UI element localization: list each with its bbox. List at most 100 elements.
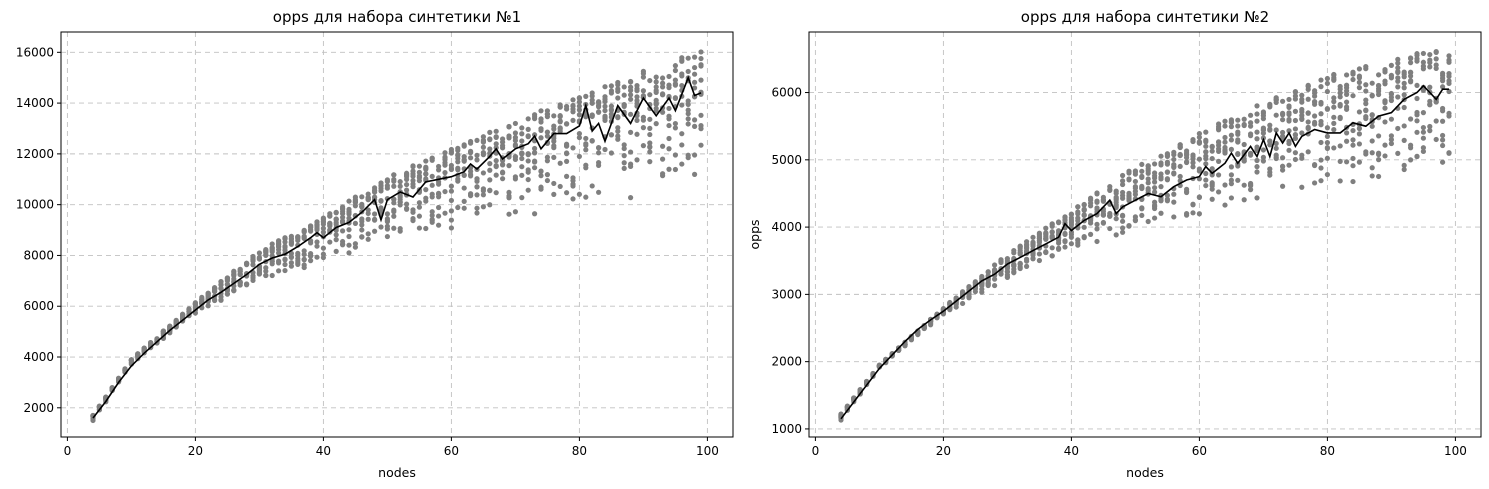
- scatter-point: [423, 225, 429, 232]
- scatter-point: [672, 77, 679, 83]
- scatter-point: [1241, 197, 1247, 203]
- scatter-point: [557, 104, 563, 110]
- scatter-point: [218, 297, 224, 303]
- scatter-point: [474, 192, 480, 198]
- scatter-point: [1280, 155, 1286, 161]
- scatter-point: [960, 300, 966, 307]
- scatter-point: [1088, 220, 1094, 226]
- scatter-point: [512, 130, 519, 136]
- scatter-point: [1248, 112, 1254, 118]
- scatter-point: [410, 177, 416, 184]
- scatter-point: [602, 96, 608, 102]
- scatter-point: [1299, 92, 1305, 98]
- scatter-point: [256, 271, 262, 277]
- scatter-point: [1120, 172, 1126, 179]
- scatter-point: [615, 79, 621, 86]
- scatter-point: [212, 287, 218, 293]
- scatter-point: [391, 183, 397, 189]
- scatter-point: [660, 143, 666, 149]
- scatter-point: [397, 225, 403, 232]
- scatter-point: [1056, 246, 1062, 252]
- scatter-point: [1004, 274, 1011, 280]
- scatter-point: [672, 95, 679, 101]
- scatter-point: [1369, 165, 1375, 171]
- scatter-point: [647, 149, 653, 155]
- scatter-point: [1004, 255, 1011, 262]
- scatter-point: [1433, 136, 1439, 143]
- scatter-point: [1177, 142, 1183, 148]
- scatter-point: [532, 114, 538, 120]
- scatter-point: [1171, 152, 1177, 158]
- scatter-point: [532, 211, 538, 217]
- scatter-point: [1132, 218, 1138, 224]
- scatter-point: [282, 267, 288, 274]
- scatter-point: [992, 276, 998, 282]
- scatter-point: [628, 163, 634, 170]
- scatter-point: [1337, 143, 1343, 149]
- scatter-point: [998, 271, 1004, 277]
- scatter-point: [1068, 215, 1074, 221]
- scatter-point: [1401, 69, 1407, 75]
- scatter-point: [1152, 173, 1158, 179]
- scatter-point: [1388, 72, 1394, 79]
- scatter-point: [1299, 99, 1305, 105]
- scatter-point: [442, 150, 448, 156]
- scatter-point: [525, 126, 531, 132]
- x-tick-label: 60: [444, 444, 459, 458]
- chart-panel-2: opps для набора синтетики №2 0 20 40 60 80 10…: [747, 8, 1482, 480]
- scatter-point: [1152, 161, 1158, 167]
- scatter-point: [1164, 196, 1170, 202]
- scatter-point: [1126, 176, 1132, 182]
- scatter-point: [1446, 150, 1452, 156]
- scatter-point: [551, 123, 557, 129]
- scatter-point: [608, 106, 615, 113]
- scatter-point: [346, 215, 352, 221]
- scatter-point: [596, 109, 602, 115]
- scatter-point: [218, 279, 224, 285]
- scatter-point: [1331, 120, 1337, 126]
- scatter-point: [346, 233, 352, 240]
- scatter-point: [692, 171, 698, 177]
- scatter-point: [564, 151, 570, 157]
- scatter-point: [1152, 215, 1158, 221]
- scatter-point: [557, 128, 563, 134]
- scatter-point: [589, 112, 595, 118]
- scatter-point: [487, 202, 493, 208]
- scatter-point: [1081, 206, 1087, 212]
- scatter-point: [1222, 182, 1228, 188]
- scatter-point: [320, 245, 326, 251]
- scatter-point: [1184, 159, 1190, 165]
- scatter-point: [685, 55, 691, 61]
- scatter-point: [1203, 177, 1209, 183]
- chart-1-grid: [61, 32, 733, 437]
- scatter-point: [576, 153, 583, 160]
- scatter-point: [628, 149, 634, 155]
- scatter-point: [1356, 131, 1362, 137]
- scatter-point: [250, 262, 256, 268]
- scatter-point: [1139, 174, 1145, 181]
- scatter-point: [250, 275, 256, 281]
- scatter-point: [295, 237, 301, 244]
- x-tick-label: 80: [572, 444, 587, 458]
- scatter-point: [525, 133, 531, 139]
- scatter-point: [621, 142, 627, 148]
- scatter-point: [282, 261, 288, 268]
- scatter-point: [1408, 157, 1414, 163]
- scatter-point: [647, 131, 653, 138]
- scatter-point: [1337, 103, 1343, 109]
- scatter-point: [1267, 122, 1273, 128]
- scatter-point: [1145, 176, 1151, 182]
- scatter-point: [1222, 202, 1228, 208]
- scatter-point: [1216, 139, 1222, 145]
- scatter-point: [679, 161, 685, 167]
- scatter-point: [640, 117, 647, 123]
- scatter-point: [1094, 238, 1100, 245]
- scatter-point: [263, 265, 269, 271]
- scatter-point: [308, 258, 314, 264]
- scatter-point: [1427, 128, 1433, 134]
- scatter-point: [474, 152, 480, 158]
- scatter-point: [500, 136, 506, 142]
- scatter-point: [1260, 125, 1266, 131]
- scatter-point: [679, 142, 685, 148]
- scatter-point: [551, 180, 557, 187]
